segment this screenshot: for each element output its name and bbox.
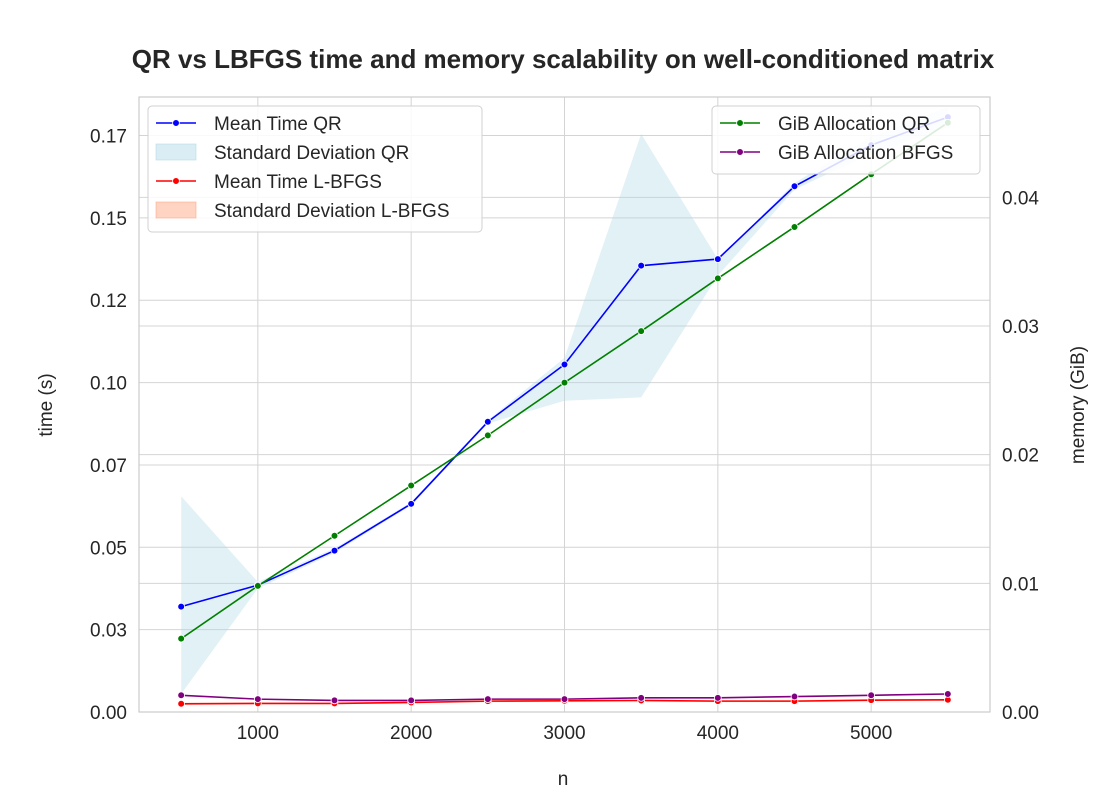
- y-right-axis-label: memory (GiB): [1068, 346, 1089, 464]
- series-0-point: [790, 182, 799, 191]
- series-3-point: [254, 695, 262, 703]
- y-right-tick-labels: 0.00 0.01 0.02 0.03 0.04: [1002, 188, 1039, 724]
- y-left-tick-label: 0.10: [90, 374, 127, 395]
- y-left-tick-label: 0.15: [90, 209, 127, 230]
- x-tick-label: 3000: [543, 723, 585, 744]
- x-tick-label: 1000: [237, 723, 279, 744]
- legend-label: GiB Allocation BFGS: [778, 143, 953, 164]
- legend-marker: [172, 177, 180, 185]
- legend-marker: [736, 119, 744, 127]
- x-tick-label: 4000: [697, 723, 739, 744]
- y-left-axis-label: time (s): [36, 373, 57, 436]
- series-0-point: [484, 417, 492, 426]
- series-2-point: [714, 274, 722, 283]
- chart-title: QR vs LBFGS time and memory scalability …: [132, 44, 995, 74]
- series-2-point: [254, 582, 262, 590]
- y-left-tick-label: 0.17: [90, 127, 127, 148]
- series-3-point: [944, 690, 952, 698]
- series-2-point: [637, 327, 645, 335]
- series-1-point: [177, 699, 185, 708]
- y-right-tick-label: 0.02: [1002, 446, 1039, 467]
- series-0-point: [330, 546, 339, 555]
- y-left-tick-label: 0.00: [90, 703, 127, 724]
- x-tick-label: 5000: [850, 723, 892, 744]
- legend-label: Standard Deviation QR: [214, 143, 409, 164]
- plot-frame: [138, 96, 991, 713]
- legend-left: Mean Time QR Standard Deviation QR Mean Ti…: [147, 105, 483, 233]
- series-3-point: [484, 695, 492, 703]
- series-2-point: [177, 634, 185, 643]
- legend-marker: [736, 148, 744, 156]
- series-0-point: [637, 261, 645, 270]
- y-left-tick-label: 0.05: [90, 538, 127, 559]
- y-right-tick-label: 0.01: [1002, 574, 1039, 595]
- series-2-point: [407, 481, 415, 490]
- x-tick-labels: 1000 2000 3000 4000 5000: [237, 723, 893, 744]
- legend-label: Mean Time L-BFGS: [214, 172, 382, 193]
- legend-label: Mean Time QR: [214, 114, 342, 135]
- series-3-point: [637, 694, 645, 702]
- series-2-point: [560, 378, 569, 387]
- legend-box: [711, 105, 981, 175]
- series-3-point: [407, 696, 415, 705]
- series-3-point: [790, 692, 799, 701]
- series-0-point: [177, 602, 185, 611]
- series-3-point: [714, 694, 722, 702]
- series-0-point: [407, 500, 415, 508]
- series-2-point: [484, 431, 492, 440]
- series-3-point: [177, 691, 185, 700]
- y-left-tick-labels: 0.00 0.03 0.05 0.07 0.10 0.12 0.15 0.17: [90, 127, 127, 724]
- y-right-tick-label: 0.00: [1002, 703, 1039, 724]
- y-right-tick-label: 0.03: [1002, 317, 1039, 338]
- y-left-tick-label: 0.12: [90, 291, 127, 312]
- legend-box: [147, 105, 483, 233]
- legend-label: Standard Deviation L-BFGS: [214, 201, 450, 222]
- y-left-tick-label: 0.07: [90, 456, 127, 477]
- legend-patch-swatch: [155, 143, 197, 161]
- series-2-point: [330, 531, 339, 540]
- x-axis-label: n: [558, 769, 569, 790]
- series-3-point: [330, 696, 339, 705]
- x-tick-label: 2000: [390, 723, 432, 744]
- std-band-0: [181, 107, 948, 694]
- series-3-point: [560, 695, 569, 703]
- series-3-point: [867, 691, 875, 700]
- legend-marker: [172, 119, 180, 127]
- series-0-point: [714, 255, 722, 263]
- legend-right: GiB Allocation QR GiB Allocation BFGS: [711, 105, 981, 175]
- series-2-point: [790, 223, 799, 231]
- legend-label: GiB Allocation QR: [778, 114, 930, 135]
- series-0-point: [560, 360, 569, 369]
- legend-patch-swatch: [155, 201, 197, 219]
- y-right-tick-label: 0.04: [1002, 188, 1039, 209]
- y-left-tick-label: 0.03: [90, 621, 127, 642]
